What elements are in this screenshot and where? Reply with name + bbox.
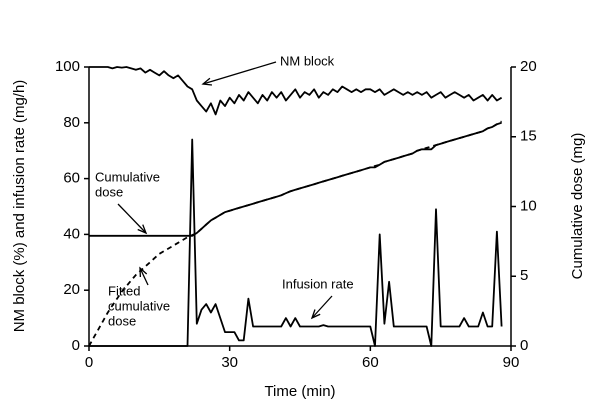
y2-tick-label: 20	[520, 58, 537, 75]
annotation-arrowhead	[201, 77, 213, 86]
annotation: dose	[108, 313, 136, 328]
annotation: NM block	[280, 53, 335, 68]
x-tick-label: 0	[85, 354, 93, 371]
annotation-arrowhead	[310, 309, 321, 320]
y2-tick-label: 5	[520, 267, 528, 284]
y-tick-label: 20	[63, 281, 80, 298]
annotation-arrow	[202, 61, 277, 85]
annotation: Cumulative	[95, 169, 160, 184]
y-tick-label: 80	[63, 114, 80, 131]
y-tick-label: 100	[55, 58, 80, 75]
y2-tick-label: 15	[520, 128, 537, 145]
annotation-arrow	[117, 203, 147, 234]
series-line	[89, 138, 503, 347]
x-tick-label: 90	[503, 354, 520, 371]
annotation-arrow	[139, 267, 149, 286]
x-axis-label: Time (min)	[264, 383, 335, 400]
y-tick-label: 40	[63, 225, 80, 242]
annotation: dose	[95, 184, 123, 199]
y-tick-label: 0	[72, 337, 80, 354]
series-line	[89, 66, 503, 116]
y-axis-label: NM block (%) and infusion rate (mg/h)	[11, 80, 28, 333]
series-line	[89, 121, 502, 237]
y-tick-label: 60	[63, 170, 80, 187]
x-tick-label: 60	[362, 354, 379, 371]
y2-tick-label: 0	[520, 337, 528, 354]
x-tick-label: 30	[221, 354, 238, 371]
annotation: Infusion rate	[282, 276, 354, 291]
annotation-arrow	[311, 295, 333, 319]
annotation-arrowhead	[137, 224, 148, 235]
annotation-arrowhead	[139, 266, 148, 278]
y2-tick-label: 10	[520, 197, 537, 214]
annotation: Fitted	[108, 283, 141, 298]
annotation: cumulative	[108, 298, 170, 313]
y2-axis-label: Cumulative dose (mg)	[569, 133, 586, 280]
